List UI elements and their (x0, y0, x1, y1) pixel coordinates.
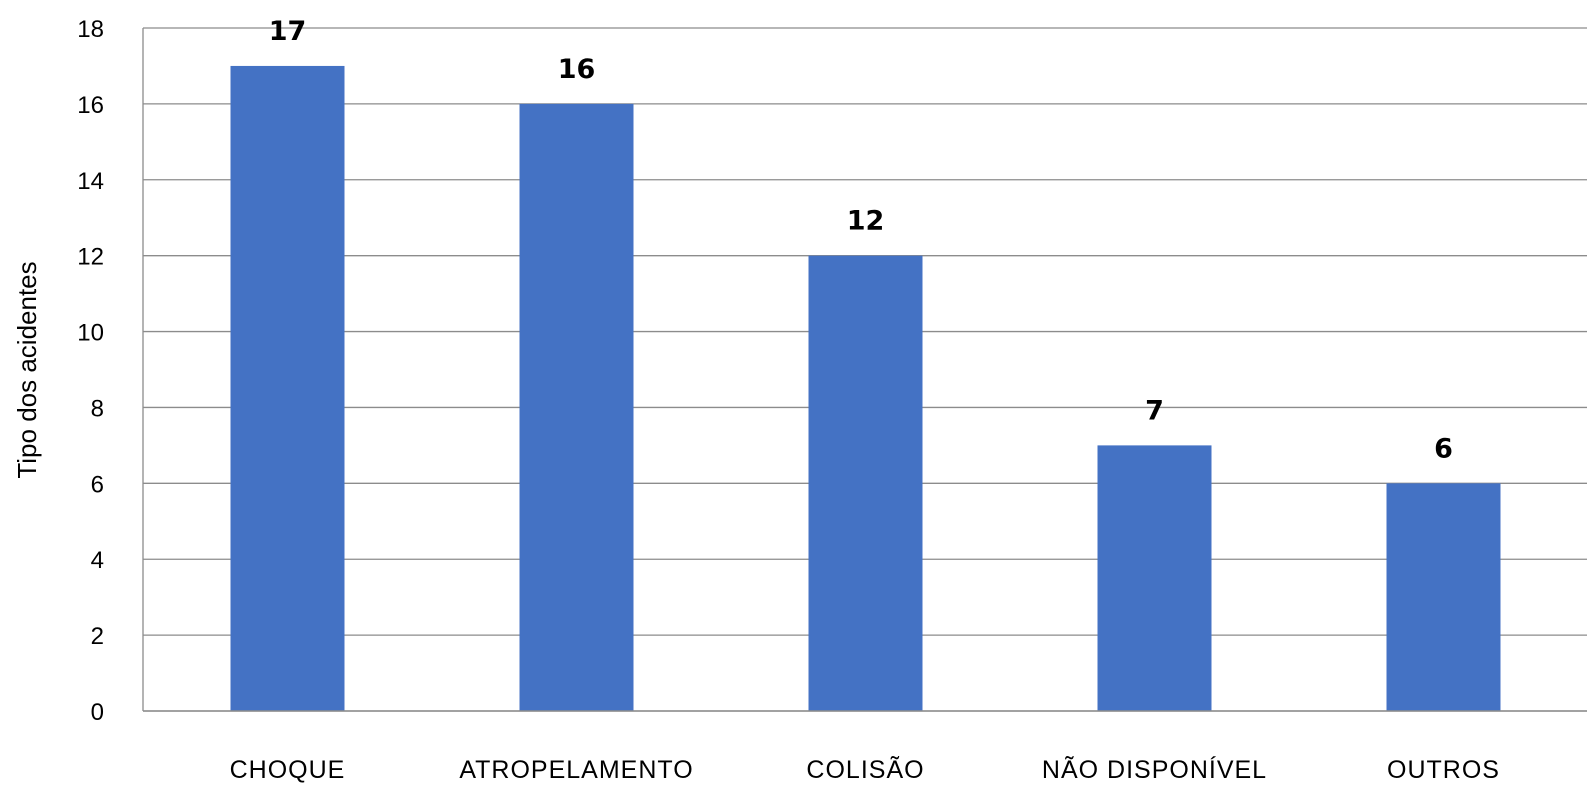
y-tick-label: 8 (91, 395, 104, 422)
x-category-label: ATROPELAMENTO (459, 756, 693, 784)
data-labels: 17 16 12 7 6 (269, 16, 1453, 464)
y-tick-label: 4 (91, 547, 104, 574)
y-tick-label: 18 (77, 16, 104, 43)
data-label: 12 (847, 206, 885, 237)
bar-outros (1386, 483, 1501, 711)
data-label: 7 (1145, 395, 1164, 426)
x-category-label: NÃO DISPONÍVEL (1042, 755, 1267, 784)
bars (143, 65, 1587, 712)
bar-choque (230, 65, 345, 711)
y-tick-label: 0 (91, 699, 104, 726)
bar-n-o-dispon-vel (1097, 445, 1212, 711)
bar-colis-o (808, 255, 923, 711)
x-category-label: COLISÃO (806, 755, 924, 784)
x-axis-category-labels: CHOQUE ATROPELAMENTO COLISÃO NÃO DISPONÍVEL… (230, 755, 1500, 784)
x-category-label: CHOQUE (230, 756, 346, 784)
data-label: 16 (558, 54, 596, 85)
x-category-label: OUTROS (1387, 756, 1500, 784)
y-tick-label: 12 (77, 244, 104, 271)
y-tick-label: 6 (91, 471, 104, 498)
y-axis-title: Tipo dos acidentes (12, 261, 42, 478)
y-axis-tick-labels: 0 2 4 6 8 10 12 14 16 18 (77, 16, 104, 726)
y-tick-label: 14 (77, 168, 104, 195)
y-tick-label: 16 (77, 92, 104, 119)
bar-atropelamento (519, 103, 634, 711)
data-label: 17 (269, 16, 307, 47)
y-tick-label: 2 (91, 623, 104, 650)
y-tick-label: 10 (77, 320, 104, 347)
data-label: 6 (1434, 433, 1453, 464)
